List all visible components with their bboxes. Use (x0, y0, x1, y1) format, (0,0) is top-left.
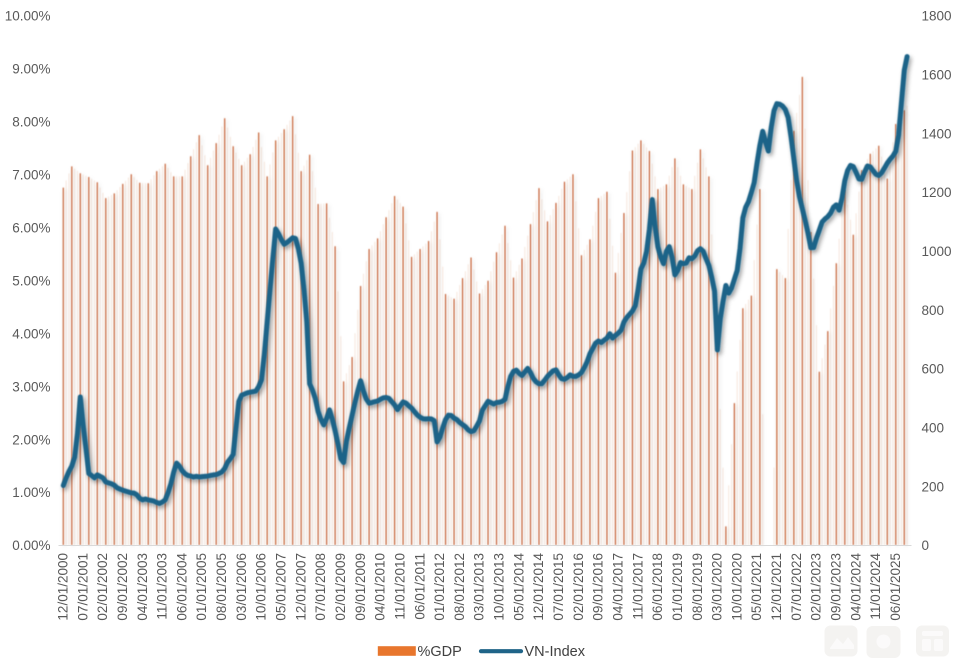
svg-text:05/01/2014: 05/01/2014 (511, 553, 526, 621)
svg-text:1800: 1800 (922, 9, 952, 24)
svg-text:0.00%: 0.00% (12, 538, 50, 553)
svg-text:10.00%: 10.00% (5, 9, 51, 24)
svg-text:01/01/2019: 01/01/2019 (670, 553, 685, 621)
svg-text:08/01/2019: 08/01/2019 (690, 553, 705, 621)
svg-text:12/01/2021: 12/01/2021 (769, 553, 784, 621)
svg-text:06/01/2004: 06/01/2004 (174, 553, 189, 621)
svg-text:5.00%: 5.00% (12, 273, 50, 288)
svg-text:02/01/2002: 02/01/2002 (95, 553, 110, 621)
svg-text:03/01/2013: 03/01/2013 (472, 553, 487, 621)
svg-text:01/01/2005: 01/01/2005 (194, 553, 209, 621)
svg-text:0: 0 (922, 538, 930, 553)
svg-text:11/01/2010: 11/01/2010 (392, 553, 407, 620)
svg-text:05/01/2007: 05/01/2007 (274, 553, 289, 621)
svg-text:11/01/2003: 11/01/2003 (155, 553, 170, 620)
svg-text:2.00%: 2.00% (12, 432, 50, 447)
svg-text:10/01/2006: 10/01/2006 (254, 553, 269, 621)
svg-text:11/01/2017: 11/01/2017 (630, 553, 645, 620)
svg-text:09/01/2002: 09/01/2002 (115, 553, 130, 621)
svg-text:02/01/2016: 02/01/2016 (571, 553, 586, 621)
svg-text:400: 400 (922, 421, 945, 436)
svg-text:12/01/2014: 12/01/2014 (531, 553, 546, 621)
svg-text:11/01/2024: 11/01/2024 (868, 553, 883, 620)
svg-text:10/01/2020: 10/01/2020 (729, 553, 744, 621)
svg-text:07/01/2015: 07/01/2015 (551, 553, 566, 621)
svg-text:6.00%: 6.00% (12, 221, 50, 236)
svg-text:01/01/2012: 01/01/2012 (432, 553, 447, 621)
svg-text:02/01/2023: 02/01/2023 (809, 553, 824, 621)
svg-text:VN-Index: VN-Index (525, 644, 586, 660)
svg-text:09/01/2016: 09/01/2016 (591, 553, 606, 621)
svg-text:07/01/2022: 07/01/2022 (789, 553, 804, 621)
svg-text:%GDP: %GDP (418, 644, 462, 660)
svg-text:03/01/2020: 03/01/2020 (710, 553, 725, 621)
svg-text:12/01/2007: 12/01/2007 (293, 553, 308, 621)
svg-text:1600: 1600 (922, 68, 952, 83)
svg-text:04/01/2003: 04/01/2003 (135, 553, 150, 621)
svg-text:02/01/2009: 02/01/2009 (333, 553, 348, 621)
svg-text:09/01/2023: 09/01/2023 (829, 553, 844, 621)
svg-text:06/01/2011: 06/01/2011 (412, 553, 427, 620)
svg-text:05/01/2021: 05/01/2021 (749, 553, 764, 621)
svg-text:04/01/2024: 04/01/2024 (848, 553, 863, 621)
svg-text:200: 200 (922, 479, 945, 494)
svg-text:08/01/2005: 08/01/2005 (214, 553, 229, 621)
svg-text:03/01/2006: 03/01/2006 (234, 553, 249, 621)
svg-text:08/01/2012: 08/01/2012 (452, 553, 467, 621)
svg-text:7.00%: 7.00% (12, 168, 50, 183)
svg-text:1000: 1000 (922, 244, 952, 259)
svg-text:8.00%: 8.00% (12, 115, 50, 130)
svg-text:10/01/2013: 10/01/2013 (492, 553, 507, 621)
svg-text:1.00%: 1.00% (12, 485, 50, 500)
svg-text:800: 800 (922, 303, 945, 318)
svg-text:07/01/2008: 07/01/2008 (313, 553, 328, 621)
svg-text:06/01/2018: 06/01/2018 (650, 553, 665, 621)
svg-text:04/01/2017: 04/01/2017 (610, 553, 625, 621)
svg-text:600: 600 (922, 362, 945, 377)
svg-text:09/01/2009: 09/01/2009 (353, 553, 368, 621)
svg-text:12/01/2000: 12/01/2000 (56, 553, 71, 621)
svg-text:1200: 1200 (922, 185, 952, 200)
svg-text:4.00%: 4.00% (12, 326, 50, 341)
svg-text:1400: 1400 (922, 126, 952, 141)
svg-text:06/01/2025: 06/01/2025 (888, 553, 903, 621)
svg-text:07/01/2001: 07/01/2001 (75, 553, 90, 621)
svg-text:9.00%: 9.00% (12, 62, 50, 77)
svg-text:3.00%: 3.00% (12, 379, 50, 394)
svg-text:04/01/2010: 04/01/2010 (373, 553, 388, 621)
